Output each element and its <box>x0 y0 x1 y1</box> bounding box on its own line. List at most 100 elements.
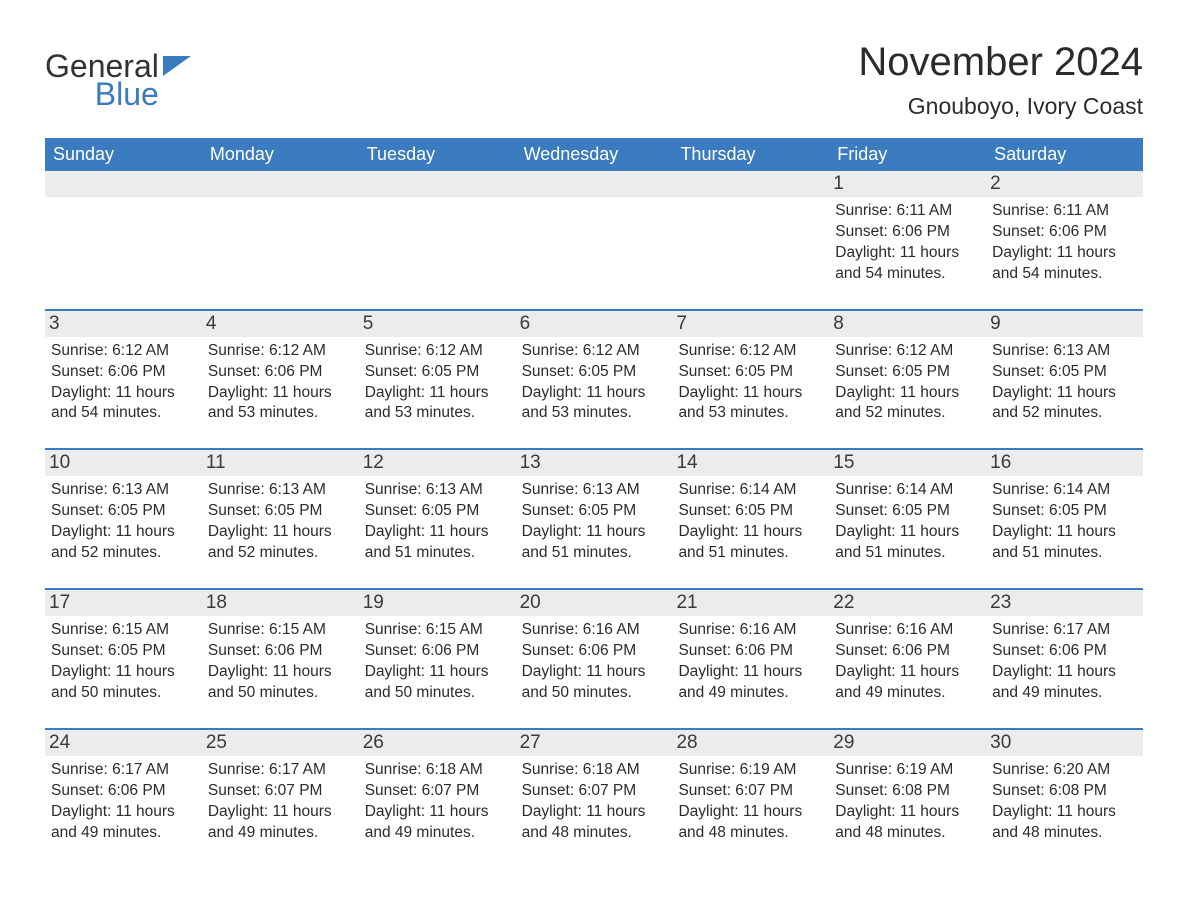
day-info: Sunrise: 6:12 AMSunset: 6:05 PMDaylight:… <box>522 341 667 425</box>
day-info: Sunrise: 6:13 AMSunset: 6:05 PMDaylight:… <box>992 341 1137 425</box>
day-info: Sunrise: 6:15 AMSunset: 6:06 PMDaylight:… <box>208 620 353 704</box>
day-cell: 17Sunrise: 6:15 AMSunset: 6:05 PMDayligh… <box>45 590 202 710</box>
day-cell <box>672 171 829 291</box>
day-info: Sunrise: 6:19 AMSunset: 6:08 PMDaylight:… <box>835 760 980 844</box>
day-cell <box>359 171 516 291</box>
day-cell: 22 Sunrise: 6:16 AMSunset: 6:06 PMDayligh… <box>829 590 986 710</box>
day-number: 2 <box>986 171 1143 197</box>
day-cell <box>45 171 202 291</box>
day-cell: 9 Sunrise: 6:13 AMSunset: 6:05 PMDaylight… <box>986 311 1143 431</box>
day-cell: 28Sunrise: 6:19 AMSunset: 6:07 PMDayligh… <box>672 730 829 850</box>
day-number: 27 <box>516 730 673 756</box>
day-cell: 25 Sunrise: 6:17 AMSunset: 6:07 PMDayligh… <box>202 730 359 850</box>
day-number: 11 <box>202 450 359 476</box>
day-number: 10 <box>45 450 202 476</box>
day-number: 1 <box>829 171 986 197</box>
day-number: 28 <box>672 730 829 756</box>
day-info: Sunrise: 6:17 AMSunset: 6:07 PMDaylight:… <box>208 760 353 844</box>
day-cell: 24 Sunrise: 6:17 AMSunset: 6:06 PMDayligh… <box>45 730 202 850</box>
day-number <box>202 171 359 197</box>
day-number <box>672 171 829 197</box>
day-info: Sunrise: 6:18 AMSunset: 6:07 PMDaylight:… <box>365 760 510 844</box>
day-number <box>516 171 673 197</box>
weekday-header: Tuesday <box>359 138 516 171</box>
day-cell: 18 Sunrise: 6:15 AMSunset: 6:06 PMDayligh… <box>202 590 359 710</box>
day-number: 8 <box>829 311 986 337</box>
day-info: Sunrise: 6:14 AMSunset: 6:05 PMDaylight:… <box>678 480 823 564</box>
day-cell: 27 Sunrise: 6:18 AMSunset: 6:07 PMDayligh… <box>516 730 673 850</box>
day-number: 29 <box>829 730 986 756</box>
day-number: 7 <box>672 311 829 337</box>
day-info: Sunrise: 6:15 AMSunset: 6:06 PMDaylight:… <box>365 620 510 704</box>
day-cell: 1 Sunrise: 6:11 AMSunset: 6:06 PMDaylight… <box>829 171 986 291</box>
day-cell: 15 Sunrise: 6:14 AMSunset: 6:05 PMDayligh… <box>829 450 986 570</box>
day-number: 17 <box>45 590 202 616</box>
day-number: 19 <box>359 590 516 616</box>
day-info: Sunrise: 6:17 AMSunset: 6:06 PMDaylight:… <box>992 620 1137 704</box>
day-cell: 30Sunrise: 6:20 AMSunset: 6:08 PMDayligh… <box>986 730 1143 850</box>
day-number: 4 <box>202 311 359 337</box>
day-number: 15 <box>829 450 986 476</box>
day-cell: 12 Sunrise: 6:13 AMSunset: 6:05 PMDayligh… <box>359 450 516 570</box>
title-block: November 2024 Gnouboyo, Ivory Coast <box>858 40 1143 120</box>
day-info: Sunrise: 6:12 AMSunset: 6:05 PMDaylight:… <box>365 341 510 425</box>
day-info: Sunrise: 6:20 AMSunset: 6:08 PMDaylight:… <box>992 760 1137 844</box>
day-info: Sunrise: 6:11 AMSunset: 6:06 PMDaylight:… <box>992 201 1137 285</box>
weeks-container: 1Sunrise: 6:11 AMSunset: 6:06 PMDaylight… <box>45 171 1143 849</box>
day-info: Sunrise: 6:16 AMSunset: 6:06 PMDaylight:… <box>835 620 980 704</box>
day-number: 16 <box>986 450 1143 476</box>
day-cell: 4 Sunrise: 6:12 AMSunset: 6:06 PMDaylight… <box>202 311 359 431</box>
day-info: Sunrise: 6:12 AMSunset: 6:05 PMDaylight:… <box>835 341 980 425</box>
header: General Blue November 2024 Gnouboyo, Ivo… <box>45 40 1143 120</box>
day-cell: 13Sunrise: 6:13 AMSunset: 6:05 PMDayligh… <box>516 450 673 570</box>
week-row: 10 Sunrise: 6:13 AMSunset: 6:05 PMDayligh… <box>45 448 1143 570</box>
day-cell <box>516 171 673 291</box>
day-info: Sunrise: 6:14 AMSunset: 6:05 PMDaylight:… <box>835 480 980 564</box>
logo-text: General Blue <box>45 50 159 110</box>
day-number: 20 <box>516 590 673 616</box>
day-number: 26 <box>359 730 516 756</box>
day-cell <box>202 171 359 291</box>
page-title: November 2024 <box>858 40 1143 85</box>
day-info: Sunrise: 6:11 AMSunset: 6:06 PMDaylight:… <box>835 201 980 285</box>
day-number: 22 <box>829 590 986 616</box>
day-cell: 29 Sunrise: 6:19 AMSunset: 6:08 PMDayligh… <box>829 730 986 850</box>
week-row: 24 Sunrise: 6:17 AMSunset: 6:06 PMDayligh… <box>45 728 1143 850</box>
weekday-header-row: SundayMondayTuesdayWednesdayThursdayFrid… <box>45 138 1143 171</box>
weekday-header: Monday <box>202 138 359 171</box>
day-number: 24 <box>45 730 202 756</box>
day-info: Sunrise: 6:18 AMSunset: 6:07 PMDaylight:… <box>522 760 667 844</box>
day-cell: 14 Sunrise: 6:14 AMSunset: 6:05 PMDayligh… <box>672 450 829 570</box>
day-number: 12 <box>359 450 516 476</box>
day-cell: 2 Sunrise: 6:11 AMSunset: 6:06 PMDaylight… <box>986 171 1143 291</box>
weekday-header: Friday <box>829 138 986 171</box>
day-number: 18 <box>202 590 359 616</box>
weekday-header: Saturday <box>986 138 1143 171</box>
day-cell: 11Sunrise: 6:13 AMSunset: 6:05 PMDayligh… <box>202 450 359 570</box>
day-info: Sunrise: 6:12 AMSunset: 6:06 PMDaylight:… <box>51 341 196 425</box>
day-cell: 23 Sunrise: 6:17 AMSunset: 6:06 PMDayligh… <box>986 590 1143 710</box>
day-number: 13 <box>516 450 673 476</box>
week-row: 17Sunrise: 6:15 AMSunset: 6:05 PMDayligh… <box>45 588 1143 710</box>
day-number: 23 <box>986 590 1143 616</box>
day-cell: 16Sunrise: 6:14 AMSunset: 6:05 PMDayligh… <box>986 450 1143 570</box>
day-cell: 10 Sunrise: 6:13 AMSunset: 6:05 PMDayligh… <box>45 450 202 570</box>
week-row: 1Sunrise: 6:11 AMSunset: 6:06 PMDaylight… <box>45 171 1143 291</box>
day-number: 6 <box>516 311 673 337</box>
weekday-header: Thursday <box>672 138 829 171</box>
week-row: 3Sunrise: 6:12 AMSunset: 6:06 PMDaylight… <box>45 309 1143 431</box>
day-number: 14 <box>672 450 829 476</box>
weekday-header: Sunday <box>45 138 202 171</box>
day-cell: 6 Sunrise: 6:12 AMSunset: 6:05 PMDaylight… <box>516 311 673 431</box>
day-info: Sunrise: 6:17 AMSunset: 6:06 PMDaylight:… <box>51 760 196 844</box>
logo: General Blue <box>45 50 191 110</box>
day-info: Sunrise: 6:12 AMSunset: 6:06 PMDaylight:… <box>208 341 353 425</box>
day-cell: 5Sunrise: 6:12 AMSunset: 6:05 PMDaylight… <box>359 311 516 431</box>
weekday-header: Wednesday <box>516 138 673 171</box>
day-cell: 19 Sunrise: 6:15 AMSunset: 6:06 PMDayligh… <box>359 590 516 710</box>
day-number: 25 <box>202 730 359 756</box>
day-cell: 21Sunrise: 6:16 AMSunset: 6:06 PMDayligh… <box>672 590 829 710</box>
day-number: 9 <box>986 311 1143 337</box>
day-info: Sunrise: 6:13 AMSunset: 6:05 PMDaylight:… <box>365 480 510 564</box>
day-info: Sunrise: 6:13 AMSunset: 6:05 PMDaylight:… <box>51 480 196 564</box>
